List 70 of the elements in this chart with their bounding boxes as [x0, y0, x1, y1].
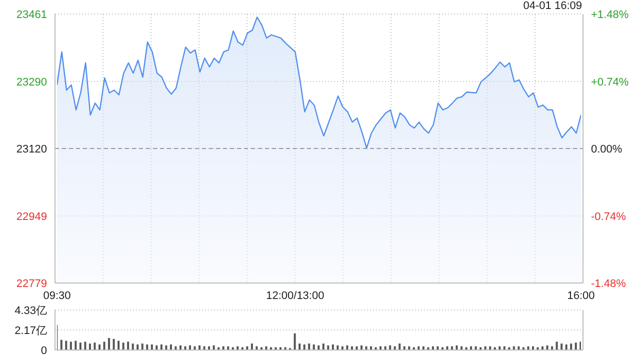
- bar: [141, 344, 144, 350]
- bar: [74, 340, 77, 350]
- y-tick-label: 2.17亿: [14, 324, 47, 337]
- y2-tick-label: -1.48%: [591, 278, 626, 290]
- bar: [70, 342, 72, 350]
- bar: [232, 347, 234, 350]
- bar: [108, 338, 110, 350]
- bar: [480, 347, 482, 350]
- bar: [556, 342, 558, 350]
- bar: [98, 344, 100, 350]
- bar: [280, 347, 282, 350]
- y2-tick-label: +1.48%: [591, 9, 629, 21]
- bar: [427, 347, 430, 350]
- bar: [294, 333, 296, 350]
- bar: [570, 344, 572, 350]
- bar: [241, 347, 244, 350]
- bar: [94, 342, 96, 350]
- bar: [79, 342, 82, 350]
- bar: [308, 344, 310, 350]
- bar: [284, 347, 286, 350]
- y2-tick-label: 0.00%: [591, 144, 622, 156]
- bar: [88, 344, 91, 350]
- y2-tick-label: +0.74%: [591, 76, 629, 88]
- bar: [103, 342, 106, 350]
- bar: [260, 347, 262, 350]
- y-tick-label: 22949: [16, 210, 47, 223]
- bar: [146, 344, 148, 350]
- y-tick-label: 4.33亿: [14, 305, 47, 317]
- bar: [60, 340, 62, 350]
- x-tick-label: 09:30: [43, 290, 71, 302]
- bar: [536, 347, 539, 350]
- y-tick-label: 0: [40, 345, 47, 357]
- bar: [465, 347, 468, 350]
- y-tick-label: 23120: [16, 144, 47, 156]
- bar: [250, 344, 253, 350]
- bar: [508, 347, 510, 350]
- y-tick-label: 22779: [16, 278, 47, 290]
- bar: [84, 342, 86, 350]
- bar: [150, 344, 153, 350]
- bar: [132, 344, 134, 350]
- bar: [298, 344, 301, 350]
- x-tick-label: 12:00/13:00: [266, 290, 324, 302]
- bar: [441, 347, 444, 350]
- bar: [136, 344, 139, 350]
- bar: [160, 344, 162, 350]
- bar: [322, 344, 324, 350]
- y2-tick-label: -0.74%: [591, 210, 626, 223]
- bar: [494, 347, 496, 350]
- bar: [560, 344, 563, 350]
- bar: [574, 342, 577, 350]
- bar: [374, 347, 377, 350]
- y-tick-label: 23290: [16, 76, 47, 88]
- bar: [312, 344, 315, 350]
- bar: [522, 347, 524, 350]
- bar: [303, 344, 306, 350]
- bar: [65, 340, 68, 350]
- bar: [118, 340, 120, 350]
- bar: [274, 347, 277, 350]
- bar: [412, 347, 415, 350]
- y-tick-label: 23461: [16, 9, 47, 21]
- text: 04-01 16:09: [523, 0, 582, 12]
- bar: [170, 344, 172, 350]
- bar: [332, 344, 334, 350]
- bar: [218, 347, 220, 350]
- bar: [270, 347, 272, 350]
- x-tick-label: 16:00: [567, 290, 595, 302]
- bar: [112, 338, 115, 350]
- bar: [122, 342, 124, 350]
- bar: [565, 344, 568, 350]
- bar: [398, 344, 401, 350]
